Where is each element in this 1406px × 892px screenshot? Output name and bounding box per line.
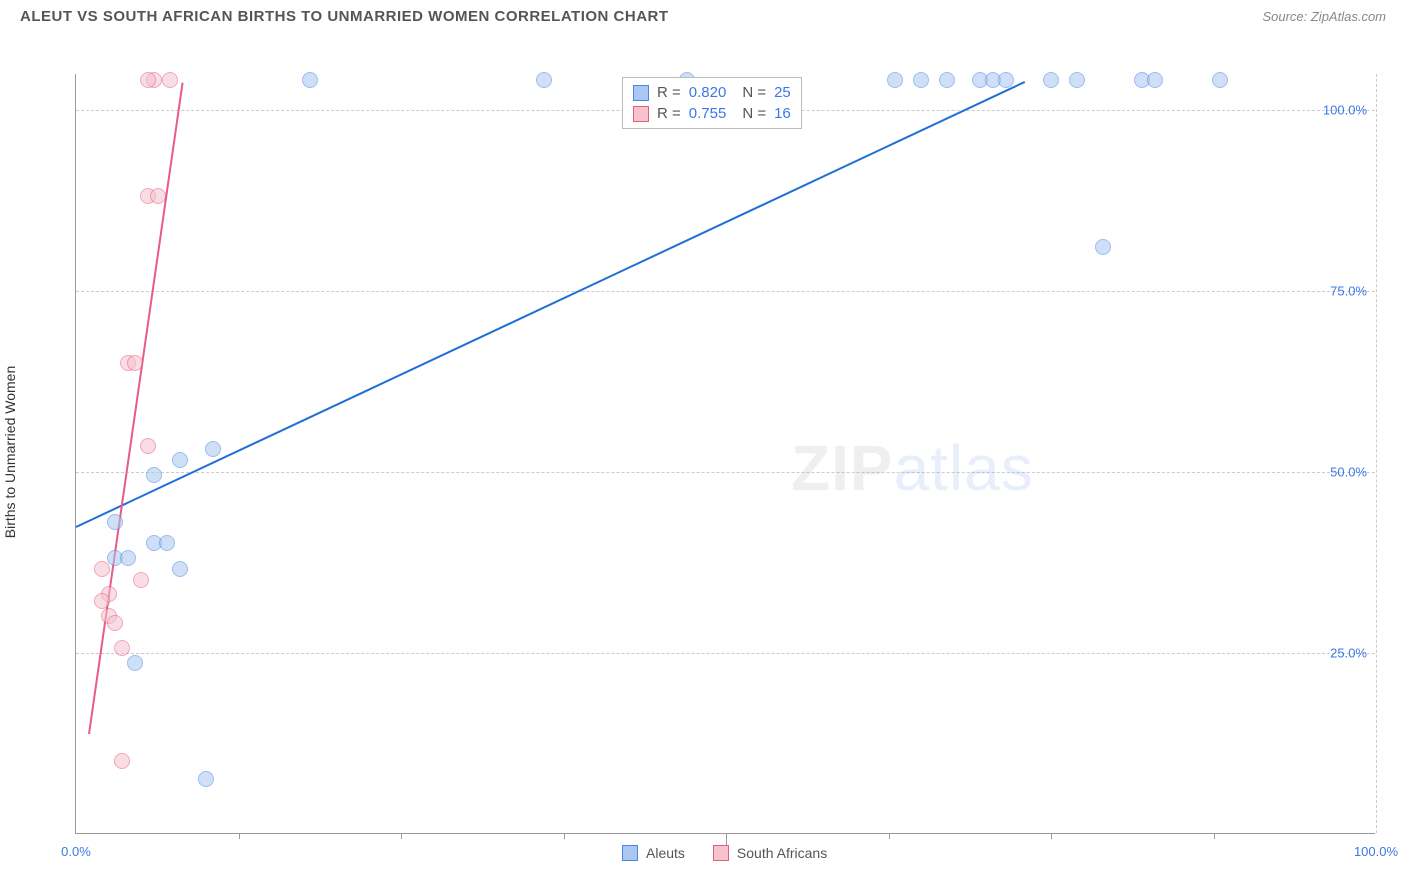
watermark: ZIPatlas [791,431,1034,505]
data-point-aleuts [107,514,123,530]
x-tick-mark [401,833,402,839]
legend-item: Aleuts [622,845,685,861]
n-label: N = [742,84,766,101]
data-point-aleuts [302,72,318,88]
data-point-aleuts [1043,72,1059,88]
plot-right-border [1376,74,1377,833]
data-point-aleuts [998,72,1014,88]
legend-swatch [622,845,638,861]
data-point-south_africans [133,572,149,588]
data-point-aleuts [159,535,175,551]
x-tick-mark [1214,833,1215,839]
data-point-south_africans [94,561,110,577]
data-point-aleuts [939,72,955,88]
stats-row: R = 0.755 N = 16 [633,103,791,124]
trend-line-south_africans [88,82,184,734]
data-point-south_africans [107,615,123,631]
gridline-horizontal [76,291,1375,292]
data-point-aleuts [1095,239,1111,255]
data-point-aleuts [205,441,221,457]
gridline-horizontal [76,472,1375,473]
x-tick-label: 0.0% [61,844,91,859]
n-value: 25 [774,84,791,101]
data-point-aleuts [913,72,929,88]
chart-container: Births to Unmarried Women 25.0%50.0%75.0… [20,29,1386,874]
data-point-aleuts [887,72,903,88]
x-tick-mark [564,833,565,839]
x-mid-mark [726,833,727,845]
data-point-aleuts [127,655,143,671]
n-value: 16 [774,105,791,122]
data-point-south_africans [162,72,178,88]
data-point-aleuts [172,452,188,468]
data-point-south_africans [127,355,143,371]
source-attribution: Source: ZipAtlas.com [1262,9,1386,24]
stats-row: R = 0.820 N = 25 [633,82,791,103]
data-point-aleuts [1147,72,1163,88]
y-axis-label: Births to Unmarried Women [2,365,18,537]
data-point-aleuts [1212,72,1228,88]
data-point-south_africans [114,753,130,769]
y-tick-label: 75.0% [1330,284,1367,299]
correlation-stats-box: R = 0.820 N = 25 R = 0.755 N = 16 [622,77,802,129]
data-point-south_africans [150,188,166,204]
data-point-south_africans [140,72,156,88]
series-swatch [633,85,649,101]
r-label: R = [657,84,681,101]
data-point-aleuts [536,72,552,88]
r-value: 0.820 [689,84,727,101]
x-tick-mark [889,833,890,839]
y-tick-label: 25.0% [1330,646,1367,661]
chart-header: ALEUT VS SOUTH AFRICAN BIRTHS TO UNMARRI… [0,0,1406,29]
data-point-aleuts [1069,72,1085,88]
legend-label: South Africans [737,845,827,861]
data-point-aleuts [198,771,214,787]
data-point-aleuts [146,467,162,483]
n-label: N = [742,105,766,122]
legend-swatch [713,845,729,861]
data-point-aleuts [172,561,188,577]
data-point-south_africans [114,640,130,656]
trend-line-aleuts [76,81,1026,528]
x-tick-mark [1051,833,1052,839]
r-value: 0.755 [689,105,727,122]
legend-item: South Africans [713,845,827,861]
bottom-legend: Aleuts South Africans [622,845,827,861]
y-tick-label: 100.0% [1323,103,1367,118]
gridline-horizontal [76,653,1375,654]
chart-title: ALEUT VS SOUTH AFRICAN BIRTHS TO UNMARRI… [20,8,669,25]
series-swatch [633,106,649,122]
x-tick-mark [239,833,240,839]
plot-area: 25.0%50.0%75.0%100.0%0.0%100.0%ZIPatlasR… [75,74,1375,834]
data-point-south_africans [140,438,156,454]
y-tick-label: 50.0% [1330,465,1367,480]
r-label: R = [657,105,681,122]
legend-label: Aleuts [646,845,685,861]
data-point-aleuts [120,550,136,566]
x-tick-label: 100.0% [1354,844,1398,859]
